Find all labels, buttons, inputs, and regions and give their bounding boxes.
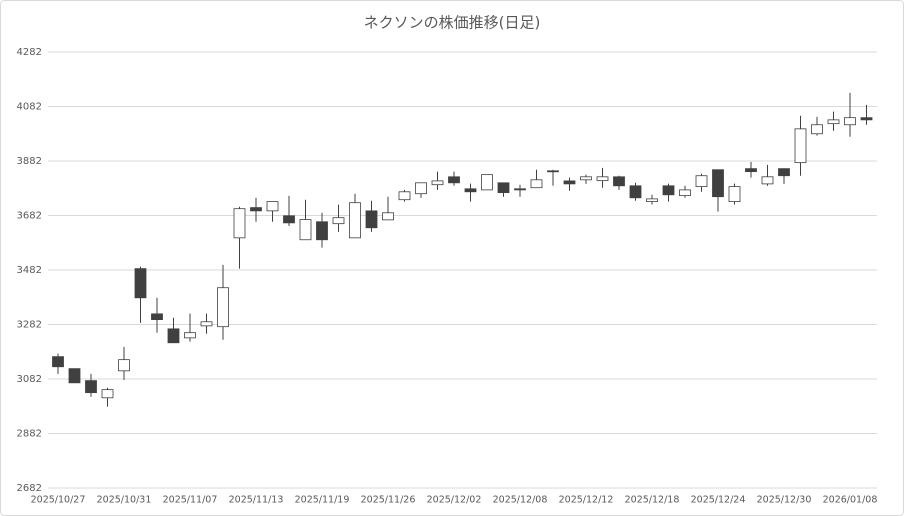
chart-title: ネクソンの株価推移(日足) [364,14,541,32]
y-tick-label: 3682 [17,211,42,222]
x-tick-label: 2025/10/27 [31,495,86,506]
candle-body [481,174,493,191]
candle-body [811,124,823,135]
candle-body [844,117,856,126]
x-tick-label: 2026/01/08 [823,495,878,506]
candle-body [514,188,526,191]
x-tick-label: 2025/10/31 [97,495,152,506]
candle-body [860,117,873,121]
candle-body [580,176,592,181]
y-tick-label: 4282 [17,47,42,58]
y-tick-label: 2882 [17,429,42,440]
candle-body [217,287,229,328]
candle-body [530,179,543,189]
candle-body [266,201,279,212]
candle-body [745,168,757,173]
x-tick-label: 2025/12/24 [691,495,746,506]
candle-body [712,169,724,198]
y-tick-label: 4082 [17,102,42,113]
candle-body [85,380,97,394]
candle-body [613,176,625,187]
candle-body [448,176,460,184]
candle-body [596,176,609,182]
candle-body [118,359,130,372]
candle-body [365,210,378,229]
candle-body [761,176,774,185]
y-tick-label: 2682 [17,483,42,494]
candle-body [134,268,147,299]
candle-body [398,191,411,201]
candle-body [662,185,675,196]
candle-body [778,168,790,177]
y-tick-label: 3882 [17,156,42,167]
candle-body [316,221,328,241]
y-tick-label: 3282 [17,320,42,331]
x-tick-label: 2025/12/30 [757,495,812,506]
candle-body [52,356,64,368]
candle-body [431,180,444,186]
x-tick-label: 2025/12/18 [625,495,680,506]
candle-body [68,368,81,384]
candle-body [415,182,427,195]
candle-body [629,185,642,199]
candle-body [679,189,691,197]
x-tick-label: 2025/11/26 [361,495,416,506]
candle-body [167,328,180,344]
x-tick-label: 2025/12/02 [427,495,482,506]
x-tick-label: 2025/11/19 [295,495,350,506]
candle-body [827,119,840,125]
x-tick-label: 2025/12/12 [559,495,614,506]
candle-body [283,215,295,224]
candle-body [382,212,394,221]
candle-body [728,186,741,203]
candle-body [200,321,213,327]
candle-body [233,208,246,239]
candle-body [184,332,196,339]
candle-body [497,182,510,194]
candle-body [563,180,576,185]
candle-body [794,128,807,164]
x-tick-label: 2025/11/07 [163,495,218,506]
candle-body [695,175,708,188]
candle-body [299,219,312,241]
y-tick-label: 3082 [17,374,42,385]
candle-body [464,188,477,193]
x-tick-label: 2025/11/13 [229,495,284,506]
candle-body [332,217,345,225]
y-tick-label: 3482 [17,265,42,276]
candle-body [547,170,559,173]
candle-body [151,313,163,320]
candle-body [349,202,361,239]
candle-body [250,207,262,212]
x-tick-label: 2025/12/08 [493,495,548,506]
candle-body [646,198,658,203]
candle-body [101,389,114,399]
